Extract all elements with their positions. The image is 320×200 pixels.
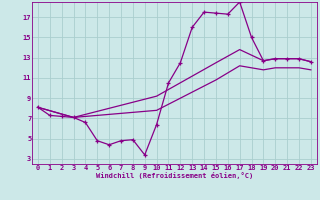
X-axis label: Windchill (Refroidissement éolien,°C): Windchill (Refroidissement éolien,°C) (96, 172, 253, 179)
